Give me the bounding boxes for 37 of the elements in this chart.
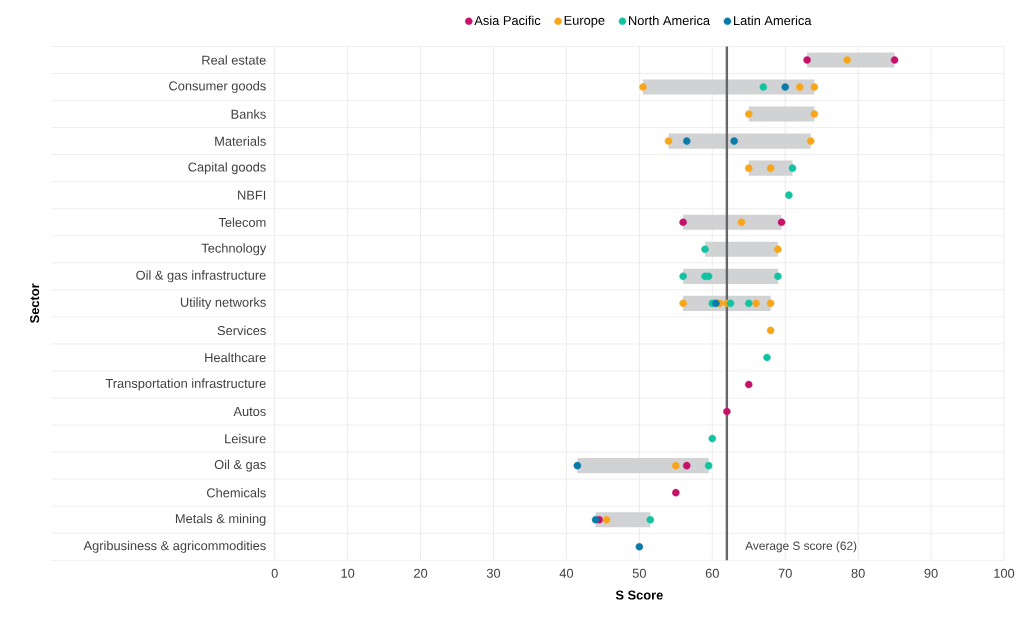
y-tick-label: Chemicals xyxy=(206,488,266,498)
x-tick-label: 10 xyxy=(341,568,355,578)
legend-label: Asia Pacific xyxy=(474,15,541,26)
y-tick-label: Services xyxy=(217,325,266,336)
legend-label: Europe xyxy=(564,16,605,28)
y-tick-label: Metals & mining xyxy=(175,513,266,526)
y-tick-label: Oil & gas infrastructure xyxy=(136,270,266,283)
y-tick-label: Leisure xyxy=(225,434,266,444)
y-tick-label: Agribusiness & agricommodities xyxy=(83,540,266,553)
y-tick-label: Oil & gas xyxy=(214,459,266,472)
x-tick-label: 70 xyxy=(778,568,792,578)
y-tick-label: Capital goods xyxy=(188,162,266,175)
ref-line-label: Average S score (62) xyxy=(745,541,857,553)
x-tick-label: 80 xyxy=(851,568,865,578)
y-tick-label: NBFI xyxy=(238,190,266,200)
y-tick-label: Autos xyxy=(233,407,266,417)
x-tick-label: 60 xyxy=(705,568,719,578)
y-tick-label: Telecom xyxy=(218,217,266,228)
x-tick-label: 50 xyxy=(632,568,646,578)
legend-label: North America xyxy=(629,15,711,26)
y-tick-label: Healthcare xyxy=(205,352,266,363)
x-tick-label: 20 xyxy=(414,568,428,578)
y-axis-title: Sector xyxy=(30,283,40,324)
y-tick-label: Banks xyxy=(231,109,266,119)
x-tick-label: 90 xyxy=(924,568,938,578)
x-tick-label: 100 xyxy=(994,568,1015,578)
y-tick-label: Technology xyxy=(201,243,267,256)
x-axis-title: S Score xyxy=(615,590,663,600)
x-tick-label: 40 xyxy=(559,568,574,578)
x-tick-label: 0 xyxy=(271,568,278,578)
y-tick-label: Utility networks xyxy=(180,297,266,310)
y-tick-label: Transportation infrastructure xyxy=(105,378,266,391)
y-tick-label: Materials xyxy=(215,136,266,146)
y-tick-label: Real estate xyxy=(202,55,266,65)
legend-label: Latin America xyxy=(734,15,812,26)
x-tick-label: 30 xyxy=(486,568,501,578)
y-tick-label: Consumer goods xyxy=(169,81,266,94)
